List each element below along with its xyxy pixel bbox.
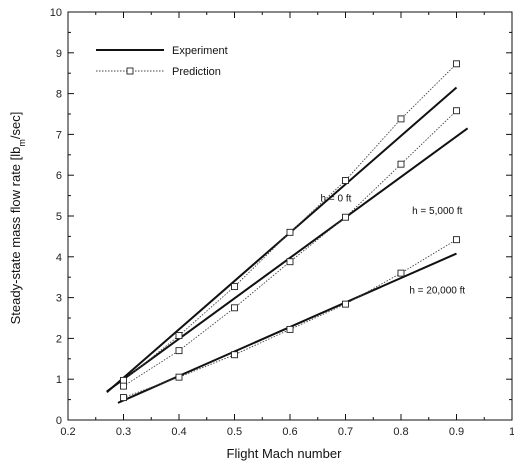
y-axis-title: Steady-state mass flow rate [lbm/sec] [8, 112, 27, 325]
prediction-marker [453, 60, 460, 68]
y-tick-label: 6 [56, 170, 62, 182]
x-tick-label: 0.4 [171, 426, 186, 438]
x-tick-label: 0.7 [338, 426, 353, 438]
prediction-marker [342, 213, 349, 221]
y-tick-label: 8 [56, 89, 62, 101]
prediction-marker [342, 300, 349, 308]
prediction-marker [231, 304, 238, 312]
curve-label: h = 5,000 ft [412, 206, 463, 217]
series-markers [120, 60, 460, 402]
curve-label: h = 20,000 ft [409, 286, 465, 297]
y-tick-label: 0 [56, 415, 62, 427]
x-tick-label: 0.6 [282, 426, 297, 438]
x-tick-label: 0.2 [60, 426, 75, 438]
x-tick-label: 0.9 [449, 426, 464, 438]
prediction-marker [175, 332, 183, 339]
prediction-marker [286, 325, 294, 333]
legend-label: Experiment [172, 45, 228, 57]
y-tick-label: 3 [56, 293, 62, 305]
y-tick-label: 7 [56, 129, 62, 141]
curve-label: h = 0 ft [321, 194, 352, 205]
axis-ticks [67, 11, 513, 421]
prediction-marker [286, 228, 294, 236]
legend: Experiment Prediction [96, 45, 228, 78]
y-tick-label: 1 [56, 374, 62, 386]
prediction-marker [120, 382, 127, 390]
prediction-marker [397, 160, 405, 168]
prediction-marker [175, 347, 183, 355]
prediction-marker [231, 351, 238, 359]
y-tick-label: 5 [56, 211, 62, 223]
x-tick-label: 0.3 [116, 426, 131, 438]
y-axis-title-subscript: m [17, 139, 27, 147]
prediction-marker [397, 115, 405, 123]
y-tick-label: 9 [56, 48, 62, 60]
annotations: h = 0 ft h = 5,000 ft h = 20,000 ft [321, 194, 466, 297]
prediction-marker [120, 394, 127, 402]
prediction-marker [342, 177, 349, 184]
x-tick-label: 0.5 [227, 426, 242, 438]
legend-marker [126, 67, 134, 75]
prediction-marker [453, 236, 460, 244]
x-tick-label: 1 [509, 426, 514, 438]
y-tick-label: 4 [56, 252, 62, 264]
y-tick-label: 2 [56, 333, 62, 345]
prediction-marker [286, 258, 294, 266]
prediction-marker [120, 376, 127, 384]
prediction-marker [397, 269, 405, 277]
legend-label: Prediction [172, 66, 221, 78]
x-tick-label: 0.8 [393, 426, 408, 438]
prediction-marker [453, 107, 460, 115]
prediction-marker [175, 373, 183, 381]
prediction-line-h-5-000-ft [123, 110, 457, 387]
prediction-marker [231, 283, 238, 291]
y-axis-title-main: Steady-state mass flow rate [lb [8, 147, 23, 325]
y-tick-label: 10 [50, 7, 62, 19]
experiment-line-h-0-ft [106, 86, 458, 394]
y-axis-title-tail: /sec] [8, 112, 23, 139]
x-axis-title: Flight Mach number [227, 446, 343, 461]
